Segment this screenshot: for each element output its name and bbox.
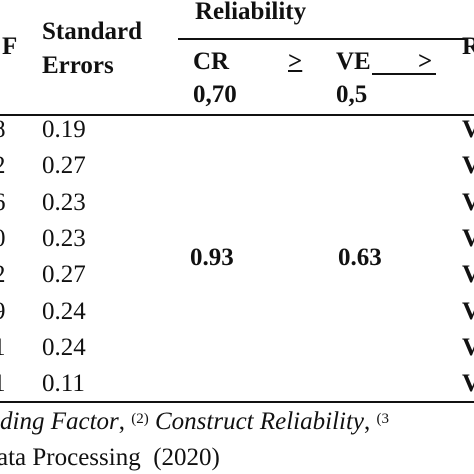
row-fragment: 2: [0, 261, 6, 289]
header-fragment: F: [2, 33, 18, 60]
standard-error: 0.27: [42, 261, 86, 289]
footnote-text: ,: [118, 408, 132, 435]
ve-value: 0.63: [338, 244, 382, 271]
standard-error: 0.23: [42, 224, 86, 252]
footnote-text: ,: [364, 408, 377, 435]
ve-label: VE: [336, 48, 371, 75]
row-fragment: V: [462, 333, 474, 361]
header-fragment: R: [462, 33, 474, 60]
standard-error: 0.11: [42, 370, 85, 398]
row-fragment: 1: [0, 370, 6, 398]
row-fragment: V: [462, 224, 474, 252]
table-bottom-rule: [0, 401, 474, 403]
source-note: ata Processing (2020): [0, 444, 220, 471]
cr-threshold: 0,70: [193, 81, 237, 108]
header-reliability: Reliability: [195, 0, 307, 25]
standard-error: 0.27: [42, 152, 86, 180]
header-errors: Errors: [42, 52, 114, 79]
row-fragment: 1: [0, 334, 6, 362]
row-fragment: V: [462, 116, 474, 143]
footnote-marker: (2): [131, 411, 149, 427]
row-fragment: 9: [0, 298, 6, 326]
row-fragment: 6: [0, 189, 6, 217]
row-fragment: 2: [0, 152, 6, 180]
footnote-text: ding Factor: [0, 408, 119, 435]
row-fragment: V: [462, 297, 474, 325]
row-fragment: V: [462, 188, 474, 216]
header-rule: [178, 38, 468, 40]
footnote: ding Factor, (2) Construct Reliability, …: [0, 408, 389, 436]
standard-error: 0.24: [42, 297, 86, 325]
footnote-marker: (3: [376, 411, 390, 427]
cr-value: 0.93: [190, 244, 234, 271]
row-fragment: V: [462, 152, 474, 180]
standard-error: 0.24: [42, 333, 86, 361]
ve-threshold: 0,5: [336, 81, 368, 108]
standard-error: 0.23: [42, 188, 86, 216]
footnote-text: Construct Reliability: [155, 408, 365, 435]
standard-error: 0.19: [42, 116, 86, 143]
row-fragment: V: [462, 261, 474, 289]
ve-underline: [372, 73, 436, 75]
row-fragment: V: [462, 370, 474, 398]
cr-symbol: >: [288, 48, 303, 75]
cr-label: CR: [193, 48, 230, 75]
header-standard: Standard: [42, 18, 143, 45]
row-fragment: 0: [0, 225, 6, 253]
row-fragment: 8: [0, 116, 6, 144]
header-bottom-rule: [0, 114, 474, 116]
ve-symbol: >: [418, 48, 433, 75]
